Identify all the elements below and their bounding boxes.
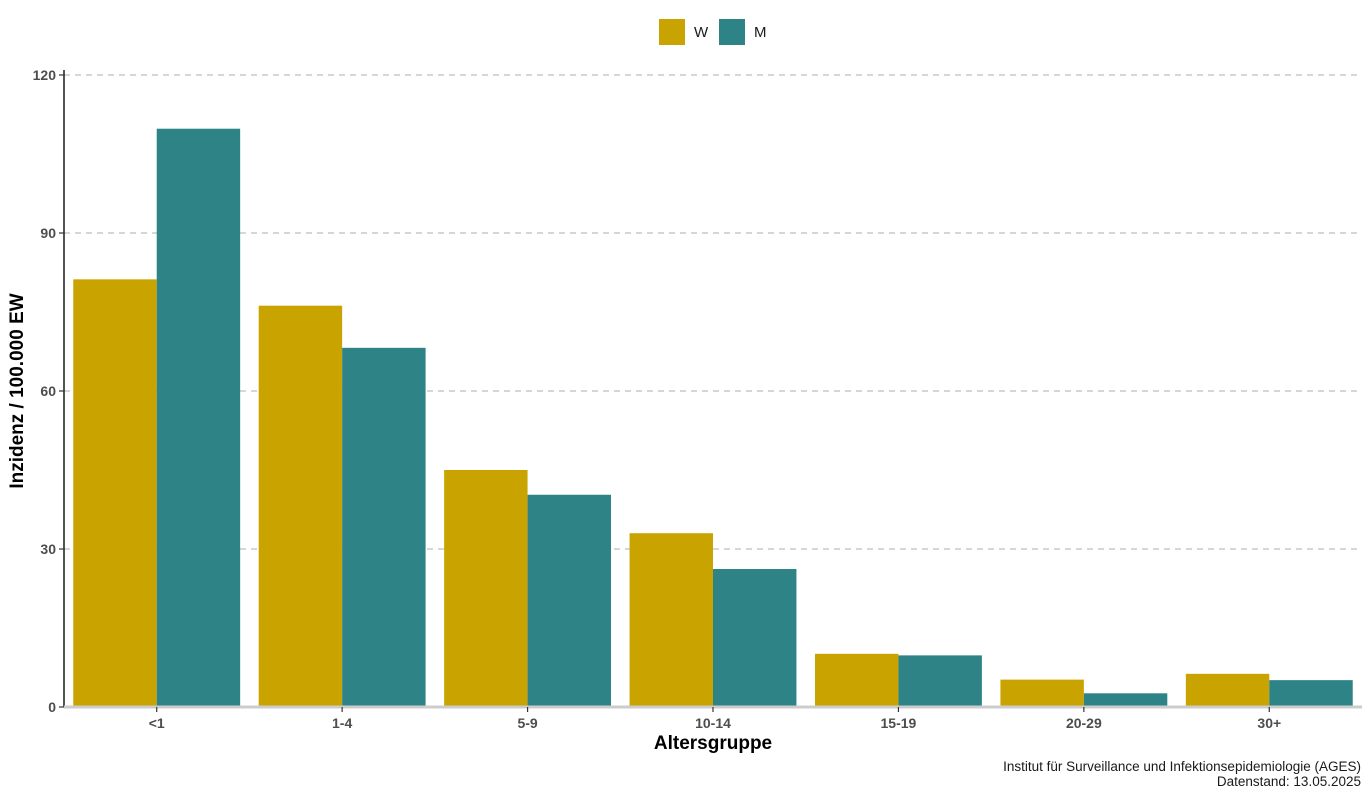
x-tick-label: 1-4 [332, 715, 352, 731]
x-tick-label: 10-14 [695, 715, 731, 731]
source-institution: Institut für Surveillance und Infektions… [1003, 759, 1361, 774]
x-tick-label: 20-29 [1066, 715, 1102, 731]
bars [73, 128, 1353, 708]
legend-label-W: W [694, 24, 709, 41]
y-tick-label: 60 [40, 383, 56, 399]
y-tick-label: 90 [40, 225, 56, 241]
bar-W-<1 [73, 279, 157, 707]
y-tick-label: 0 [48, 699, 56, 715]
bar-M-10-14 [713, 569, 797, 707]
bar-M-20-29 [1083, 693, 1168, 707]
legend-label-M: M [754, 24, 767, 41]
y-ticks: 0 30 60 90 120 [33, 67, 64, 715]
bar-W-30+ [1185, 673, 1270, 707]
legend-swatch-M [719, 19, 745, 45]
data-date: Datenstand: 13.05.2025 [1216, 774, 1361, 789]
x-ticks: <1 1-4 5-9 10-14 15-19 20-29 30+ [149, 707, 1281, 731]
bar-W-5-9 [444, 470, 528, 707]
bar-M-5-9 [527, 494, 612, 707]
bar-M-15-19 [898, 655, 982, 707]
source-caption: Institut für Surveillance und Infektions… [1003, 759, 1361, 789]
x-tick-label: 5-9 [517, 715, 537, 731]
legend-swatch-W [659, 19, 685, 45]
bar-W-20-29 [1000, 679, 1084, 707]
bar-M-<1 [156, 128, 241, 708]
bar-W-1-4 [258, 305, 343, 707]
bar-M-30+ [1269, 680, 1353, 707]
bar-M-1-4 [342, 347, 426, 707]
x-tick-label: 30+ [1257, 715, 1281, 731]
y-axis-title: Inzidenz / 100.000 EW [7, 293, 28, 488]
y-tick-label: 30 [40, 541, 56, 557]
x-tick-label: 15-19 [881, 715, 917, 731]
bar-W-10-14 [629, 533, 713, 707]
y-tick-label: 120 [33, 67, 57, 83]
x-tick-label: <1 [149, 715, 165, 731]
bar-W-15-19 [814, 653, 899, 707]
x-axis-title: Altersgruppe [654, 733, 772, 754]
